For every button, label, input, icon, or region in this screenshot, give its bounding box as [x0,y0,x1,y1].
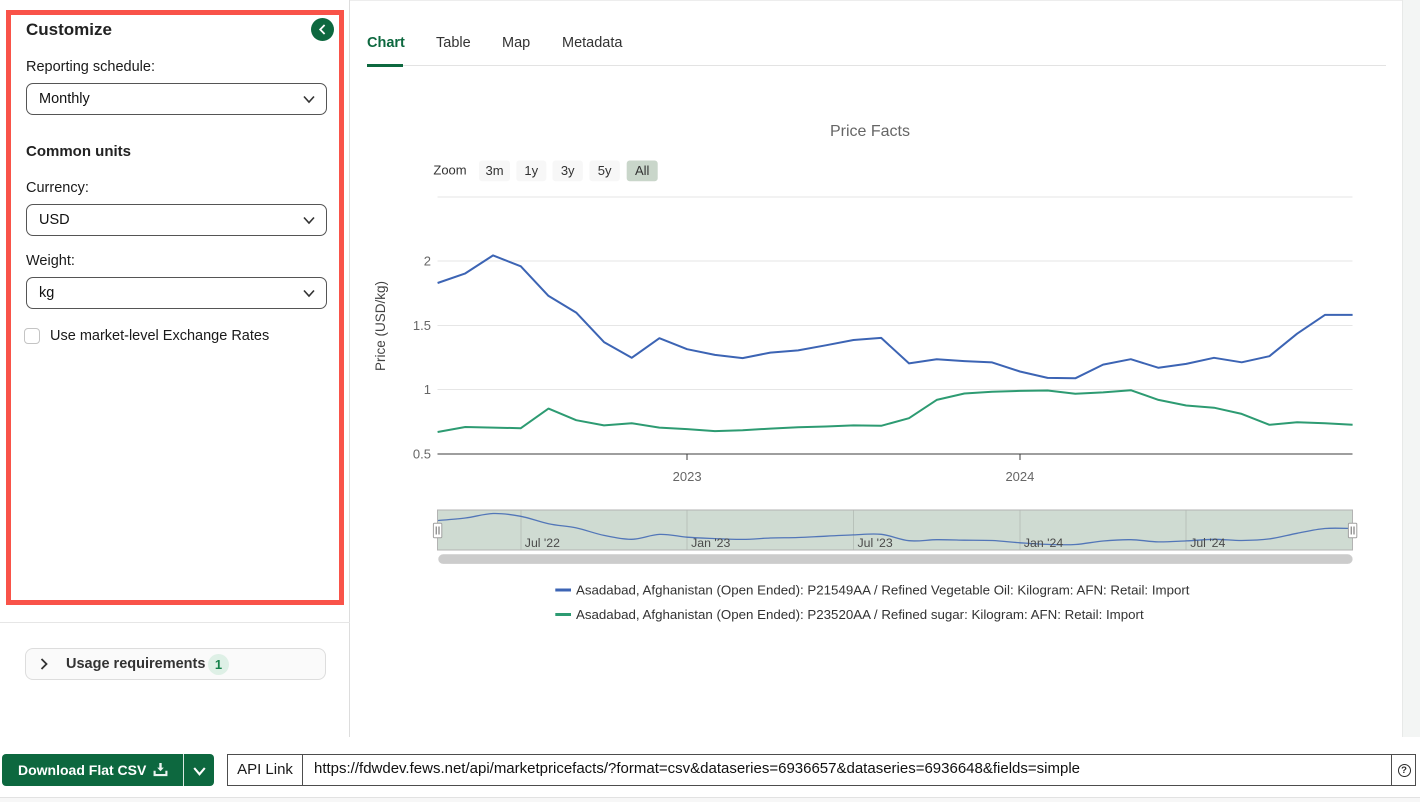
svg-text:0.5: 0.5 [413,446,431,461]
svg-text:Asadabad, Afghanistan (Open En: Asadabad, Afghanistan (Open Ended): P235… [576,607,1144,622]
svg-text:1.5: 1.5 [413,318,431,333]
svg-text:Jul '22: Jul '22 [525,536,560,550]
svg-text:Zoom: Zoom [433,163,466,178]
svg-text:2023: 2023 [673,469,702,484]
svg-text:1: 1 [424,382,431,397]
svg-text:Jul '23: Jul '23 [858,536,893,550]
svg-text:All: All [635,163,650,178]
svg-text:3m: 3m [485,163,503,178]
svg-text:Price (USD/kg): Price (USD/kg) [373,281,388,371]
svg-text:1y: 1y [524,163,538,178]
svg-text:3y: 3y [561,163,575,178]
svg-text:5y: 5y [598,163,612,178]
svg-text:Jan '23: Jan '23 [691,536,730,550]
svg-text:Jan '24: Jan '24 [1024,536,1063,550]
svg-text:2024: 2024 [1005,469,1034,484]
svg-text:Asadabad, Afghanistan (Open En: Asadabad, Afghanistan (Open Ended): P215… [576,583,1190,598]
svg-text:2: 2 [424,254,431,269]
svg-text:Jul '24: Jul '24 [1190,536,1225,550]
svg-text:Price Facts: Price Facts [830,123,910,140]
